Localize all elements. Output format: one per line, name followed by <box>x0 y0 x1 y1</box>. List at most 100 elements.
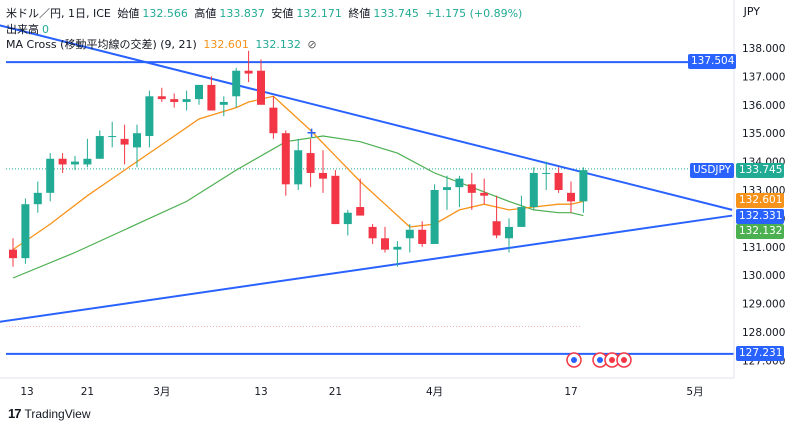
candle <box>343 209 352 236</box>
candle-body <box>232 70 241 97</box>
candle <box>368 224 377 244</box>
ohlc-legend: 米ドル／円, 1日, ICE 始値 132.566 高値 133.837 安値 132… <box>6 7 523 20</box>
candle-body <box>58 158 67 165</box>
candle-body <box>294 150 303 185</box>
candle-body <box>331 175 340 225</box>
cross-marker-icon: + <box>306 126 317 141</box>
brand-name: TradingView <box>24 406 91 421</box>
candle <box>294 138 303 190</box>
candle <box>182 90 191 111</box>
candle <box>71 155 79 171</box>
ma-legend: MA Cross (移動平均線の交差) (9, 21) 132.601 132.… <box>6 38 320 52</box>
trend-line-lower <box>0 214 733 323</box>
candle-body <box>219 101 228 105</box>
candle <box>542 161 551 190</box>
candle-body <box>529 172 538 208</box>
candle <box>418 221 427 247</box>
visibility-toggle-icon[interactable]: ⊘ <box>307 38 317 51</box>
candle-body <box>195 84 203 100</box>
candle-body <box>95 136 104 159</box>
candle-body <box>567 192 575 202</box>
low-value: 132.171 <box>296 7 342 20</box>
candle-body <box>368 226 377 239</box>
candle-body <box>33 192 42 205</box>
y-tick-label: 135.000 <box>742 128 785 140</box>
candle <box>232 67 241 108</box>
high-value: 133.837 <box>219 7 265 20</box>
y-tick-label: 137.000 <box>742 71 785 83</box>
candle <box>467 172 476 210</box>
volume-value: 0 <box>42 23 49 36</box>
tradingview-brand[interactable]: 17 TradingView <box>8 406 91 421</box>
last-price-tag: 133.745 <box>736 163 784 178</box>
candle-body <box>480 192 489 196</box>
candle <box>21 198 30 264</box>
candle <box>207 76 216 111</box>
candle <box>319 150 327 193</box>
ma-fast-value: 132.601 <box>203 38 249 51</box>
ma-slow-line <box>12 135 584 279</box>
candle <box>58 153 67 173</box>
y-tick-label: 130.000 <box>742 270 785 282</box>
x-tick-label: 17 <box>564 386 577 398</box>
candle <box>480 178 489 205</box>
candle <box>517 195 526 227</box>
candle-body <box>257 70 265 105</box>
candle-body <box>430 190 439 244</box>
candle <box>331 170 340 225</box>
y-tick-label: 129.000 <box>742 299 785 311</box>
candle <box>529 167 538 210</box>
candle <box>219 96 228 117</box>
y-tick-label: 128.000 <box>742 327 785 339</box>
candle <box>554 167 563 193</box>
y-tick-label: 138.000 <box>742 43 785 55</box>
candle-body <box>381 238 389 250</box>
tradingview-logo-icon: 17 <box>8 406 22 421</box>
candle <box>579 167 588 213</box>
event-marker-icon <box>616 352 632 368</box>
candle-body <box>505 226 513 239</box>
candle-body <box>46 158 55 193</box>
candle <box>430 184 439 244</box>
candle <box>108 121 117 148</box>
ma-fast-tag: 132.601 <box>736 193 784 208</box>
candle-body <box>306 153 315 173</box>
x-tick-label: 3月 <box>153 386 170 398</box>
candle <box>405 224 414 253</box>
candle-body <box>443 187 451 190</box>
h-line-upper-tag: 137.504 <box>688 54 736 69</box>
candle <box>356 178 365 216</box>
candle <box>492 195 501 239</box>
x-tick-label: 13 <box>20 386 33 398</box>
candle <box>83 138 92 168</box>
ma-slow-value: 132.132 <box>255 38 301 51</box>
candle-body <box>455 178 464 188</box>
candle <box>145 90 154 148</box>
candle-body <box>393 246 402 250</box>
ma-fast-line <box>12 95 584 251</box>
candle <box>455 175 464 208</box>
y-tick-label: 131.000 <box>742 242 785 254</box>
change-value: +1.175 (+0.89%) <box>425 7 523 20</box>
ma-label: MA Cross (移動平均線の交差) (9, 21) <box>6 38 197 51</box>
candle-body <box>542 172 551 174</box>
candle-body <box>108 136 117 138</box>
currency-label: JPY <box>743 5 760 18</box>
candle-body <box>467 184 476 193</box>
candle-body <box>120 138 129 145</box>
symbol-line: 米ドル／円, 1日, ICE <box>6 7 111 20</box>
candle-body <box>319 172 327 179</box>
candle-body <box>145 96 154 137</box>
candle <box>381 226 389 253</box>
candle <box>133 124 141 168</box>
x-tick-label: 13 <box>254 386 267 398</box>
y-tick-label: 136.000 <box>742 100 785 112</box>
candle <box>157 87 166 102</box>
candle-body <box>405 229 414 239</box>
x-tick-label: 5月 <box>686 386 703 398</box>
ma-slow-tag: 132.132 <box>736 224 784 239</box>
h-line-lower-tag: 127.231 <box>736 346 784 361</box>
candle-body <box>157 96 166 100</box>
candle <box>269 96 278 139</box>
